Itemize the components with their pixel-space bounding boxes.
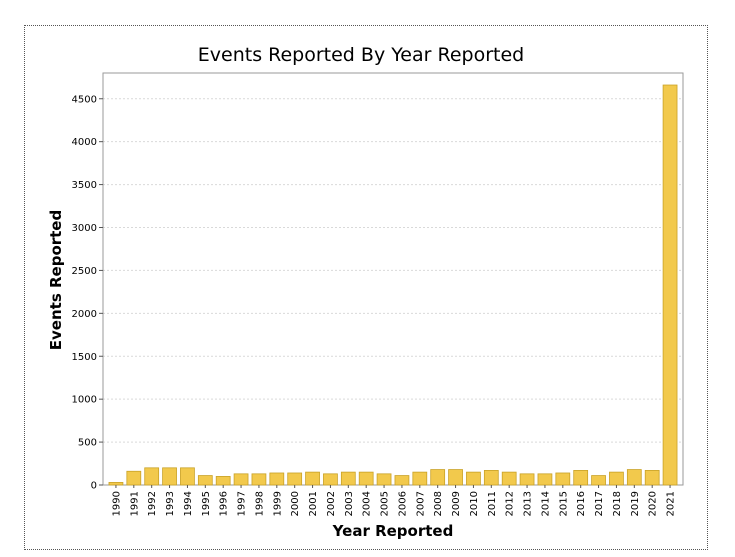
x-tick-label: 1992 [147, 491, 158, 516]
y-tick-label: 4500 [72, 94, 97, 105]
bar-2014 [537, 473, 553, 486]
chart-frame [24, 25, 708, 550]
x-tick-label: 2013 [523, 491, 534, 516]
x-tick-label: 2002 [326, 491, 337, 516]
x-tick-label: 2011 [487, 491, 498, 516]
x-tick-label: 2003 [344, 491, 355, 516]
x-tick-label: 2015 [558, 491, 569, 516]
bar-1999 [269, 472, 285, 486]
bar-1990 [108, 482, 124, 486]
x-tick-label: 2017 [594, 491, 605, 516]
x-tick-label: 1995 [201, 491, 212, 516]
bar-2013 [519, 473, 535, 486]
y-tick-label: 4000 [72, 137, 97, 148]
bar-2018 [609, 471, 624, 486]
bar-1992 [144, 467, 160, 486]
bar-2005 [376, 473, 392, 486]
x-tick-label: 1993 [165, 491, 176, 516]
y-tick-label: 2000 [72, 309, 97, 320]
x-tick-label: 2004 [362, 491, 373, 516]
x-tick-label: 1996 [219, 491, 230, 516]
x-tick-label: 2001 [308, 491, 319, 516]
y-axis-ticks: 0 500 1000 1500 2000 2500 3000 3500 4000 4500 [72, 94, 103, 492]
y-tick-label: 3500 [72, 180, 97, 191]
bar-2001 [305, 471, 320, 486]
y-tick-label: 2500 [72, 266, 97, 277]
bar-1996 [215, 476, 231, 486]
bar-2021 [662, 84, 678, 486]
bar-2000 [287, 472, 303, 486]
y-tick-label: 1500 [72, 352, 97, 363]
x-tick-label: 1997 [237, 491, 248, 516]
x-tick-label: 1998 [254, 491, 265, 516]
bar-2019 [626, 469, 642, 486]
bar-2016 [573, 470, 589, 486]
x-axis-ticks: 1990 1991 1992 1993 1994 1995 1996 1997 1998 1999… [111, 485, 677, 516]
y-axis-title: Events Reported [47, 210, 65, 350]
x-tick-label: 2010 [469, 491, 480, 516]
bar-2006 [394, 475, 410, 486]
x-tick-label: 2019 [630, 491, 641, 516]
x-tick-label: 2014 [540, 491, 551, 516]
bar-2008 [430, 469, 446, 486]
y-tick-label: 3000 [72, 223, 97, 234]
x-tick-label: 2021 [666, 491, 677, 516]
y-tick-label: 0 [91, 481, 97, 492]
x-tick-label: 2020 [648, 491, 659, 516]
y-tick-label: 500 [78, 438, 97, 449]
x-tick-label: 2008 [433, 491, 444, 516]
bar-2004 [358, 471, 374, 486]
bar-2009 [448, 469, 463, 486]
x-tick-label: 2007 [415, 491, 426, 516]
x-tick-label: 2012 [505, 491, 516, 516]
bar-2010 [466, 471, 481, 486]
plot-area [102, 72, 684, 486]
bar-1993 [162, 467, 177, 486]
bar-1991 [126, 470, 142, 486]
bar-2002 [323, 473, 338, 486]
bar-2012 [501, 471, 517, 486]
x-axis-title: Year Reported [332, 522, 454, 540]
x-tick-label: 2005 [380, 491, 391, 516]
bars [108, 84, 678, 486]
x-tick-label: 1991 [129, 491, 140, 516]
bar-2007 [412, 471, 428, 486]
y-tick-label: 1000 [72, 395, 97, 406]
bar-1994 [180, 467, 195, 486]
bar-1997 [233, 473, 249, 486]
bar-2017 [591, 475, 606, 486]
x-tick-label: 2000 [290, 491, 301, 516]
x-tick-label: 2016 [576, 491, 587, 516]
x-tick-label: 2009 [451, 491, 462, 516]
grid-lines [103, 98, 683, 443]
x-tick-label: 1999 [272, 491, 283, 516]
x-tick-label: 2018 [612, 491, 623, 516]
x-tick-label: 2006 [397, 491, 408, 516]
bar-2003 [340, 471, 356, 486]
x-tick-label: 1994 [183, 491, 194, 516]
bar-1998 [251, 473, 267, 486]
bar-2011 [483, 470, 499, 486]
x-tick-label: 1990 [111, 491, 122, 516]
bar-2020 [644, 470, 660, 486]
bar-2015 [555, 472, 571, 486]
bar-1995 [197, 475, 213, 486]
chart-title: Events Reported By Year Reported [198, 44, 524, 66]
